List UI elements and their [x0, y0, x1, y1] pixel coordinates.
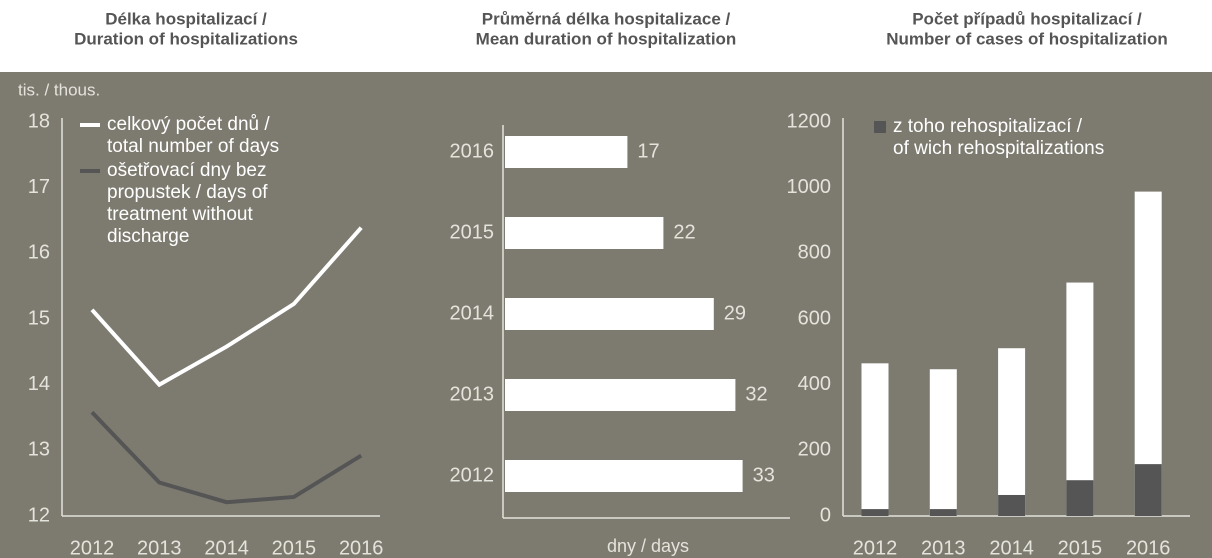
y-tick-label: 17 — [28, 176, 50, 198]
y-tick-label: 1000 — [787, 176, 832, 198]
bar — [505, 298, 714, 330]
legend-label: ošetřovací dny bez — [107, 160, 266, 181]
y-tick-label: 15 — [28, 307, 50, 329]
bar — [998, 348, 1026, 516]
chart-title: Mean duration of hospitalization — [476, 29, 737, 48]
legend-label: propustek / days of — [107, 182, 268, 203]
legend-label: of wich rehospitalizations — [893, 138, 1104, 159]
chart-title: Průměrná délka hospitalizace / — [482, 9, 731, 28]
y-tick-label: 600 — [798, 307, 831, 329]
line — [90, 410, 363, 505]
y-tick-label: 13 — [28, 439, 50, 461]
chart-title: Počet případů hospitalizací / — [912, 9, 1142, 28]
data-label: 32 — [745, 383, 767, 405]
y-tick-label: 2013 — [450, 383, 495, 405]
bar — [505, 217, 664, 249]
y-tick-label: 2015 — [450, 221, 495, 243]
data-label: 33 — [753, 464, 775, 486]
data-label: 22 — [673, 221, 695, 243]
data-label: 29 — [724, 302, 746, 324]
y-tick-label: 2016 — [450, 140, 495, 162]
bar — [1134, 464, 1162, 516]
x-tick-label: 2016 — [1126, 537, 1171, 558]
x-tick-label: 2012 — [70, 537, 115, 558]
legend-label: celkový počet dnů / — [107, 114, 270, 135]
x-tick-label: 2015 — [1058, 537, 1103, 558]
chart-title: Duration of hospitalizations — [74, 29, 298, 48]
legend-marker — [874, 121, 886, 133]
x-tick-label: 2013 — [137, 537, 182, 558]
x-tick-label: 2012 — [853, 537, 898, 558]
bar — [929, 369, 957, 516]
bar — [505, 460, 743, 492]
x-tick-label: 2013 — [921, 537, 966, 558]
bar — [505, 136, 628, 168]
x-tick-label: 2014 — [204, 537, 249, 558]
y-tick-label: 800 — [798, 242, 831, 264]
y-tick-label: 14 — [28, 373, 50, 395]
legend-label: discharge — [107, 226, 189, 247]
bar — [861, 509, 889, 516]
legend-label: z toho rehospitalizací / — [893, 116, 1083, 137]
y-tick-label: 18 — [28, 110, 50, 132]
bar — [1134, 191, 1162, 516]
x-tick-label: 2014 — [989, 537, 1034, 558]
chart-title: Délka hospitalizací / — [105, 9, 267, 28]
y-tick-label: 0 — [820, 504, 831, 526]
bar — [929, 509, 957, 516]
x-axis-label: dny / days — [607, 536, 689, 556]
y-tick-label: 400 — [798, 373, 831, 395]
bar — [1066, 282, 1094, 516]
data-label: 17 — [637, 140, 659, 162]
y-axis-label: tis. / thous. — [18, 80, 100, 99]
y-tick-label: 12 — [28, 504, 50, 526]
x-tick-label: 2015 — [272, 537, 317, 558]
legend-label: treatment without — [107, 204, 253, 225]
bar — [1066, 480, 1094, 516]
x-tick-label: 2016 — [339, 537, 384, 558]
bar — [505, 379, 736, 411]
y-tick-label: 2012 — [450, 464, 495, 486]
line — [90, 226, 363, 388]
chart-title: Number of cases of hospitalization — [886, 29, 1168, 48]
y-tick-label: 2014 — [450, 302, 495, 324]
y-tick-label: 200 — [798, 439, 831, 461]
legend-label: total number of days — [107, 136, 279, 157]
bar — [861, 363, 889, 516]
bar — [998, 494, 1026, 516]
y-tick-label: 1200 — [787, 110, 832, 132]
y-tick-label: 16 — [28, 242, 50, 264]
